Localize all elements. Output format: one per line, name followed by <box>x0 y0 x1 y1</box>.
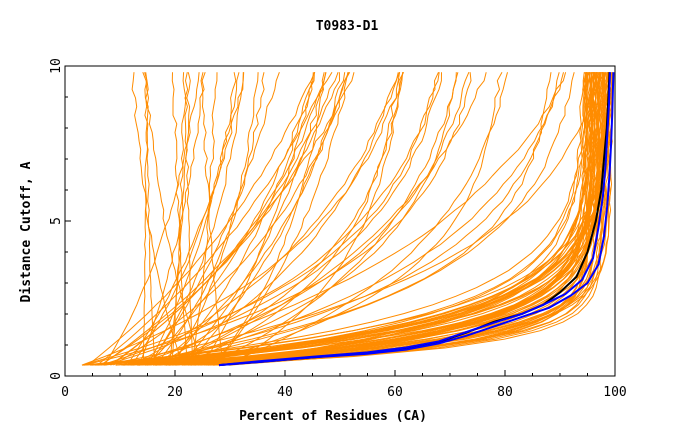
model-line <box>182 72 401 366</box>
model-line <box>142 72 203 366</box>
chart-title: T0983-D1 <box>316 19 379 34</box>
model-line <box>190 72 218 366</box>
y-tick-label: 10 <box>49 58 64 74</box>
model-line <box>158 72 457 366</box>
plot-area <box>81 71 615 367</box>
model-line <box>213 72 349 366</box>
model-line <box>89 72 585 366</box>
model-line <box>169 72 191 366</box>
model-line <box>124 72 567 366</box>
y-axis-label: Distance Cutoff, A <box>19 161 34 302</box>
model-line <box>101 72 440 366</box>
model-line <box>142 72 149 366</box>
model-line <box>144 72 575 366</box>
model-lines <box>81 71 613 366</box>
model-line <box>150 72 564 366</box>
model-line <box>104 72 200 366</box>
model-line <box>105 72 442 366</box>
y-tick-label: 0 <box>49 372 64 380</box>
model-line <box>222 72 508 366</box>
model-line <box>187 72 613 366</box>
x-tick-label: 80 <box>497 385 513 400</box>
model-line <box>113 71 351 366</box>
y-ticks: 0 5 10 <box>49 58 71 380</box>
series-line-top-model-blue-1 <box>218 72 615 367</box>
model-line <box>180 72 327 366</box>
model-line <box>132 72 470 366</box>
model-line <box>130 72 560 366</box>
model-line <box>131 72 401 366</box>
model-line <box>94 72 606 366</box>
x-axis-label: Percent of Residues (CA) <box>239 409 427 424</box>
series-line-top-model-blue-2 <box>218 72 611 367</box>
model-line <box>165 72 487 366</box>
model-line <box>131 72 184 366</box>
x-tick-label: 40 <box>277 385 293 400</box>
axes: 0 20 40 60 80 100 0 5 10 <box>49 58 627 400</box>
model-line <box>152 72 597 366</box>
model-line <box>206 72 601 366</box>
model-line <box>160 72 404 366</box>
model-line <box>155 72 265 366</box>
model-line <box>168 72 316 366</box>
model-line <box>104 72 602 366</box>
model-line <box>148 72 280 366</box>
model-line <box>81 71 405 366</box>
model-line <box>148 72 245 366</box>
model-line <box>147 72 314 366</box>
x-tick-label: 0 <box>61 385 69 400</box>
model-line <box>156 72 399 366</box>
model-line <box>202 72 315 366</box>
model-line <box>96 71 333 366</box>
model-line <box>121 72 552 366</box>
highlight-lines <box>218 72 615 367</box>
model-line <box>82 71 439 366</box>
y-tick-label: 5 <box>49 217 64 225</box>
model-line <box>126 72 244 366</box>
model-line <box>200 72 224 366</box>
x-tick-label: 100 <box>603 385 626 400</box>
model-line <box>159 72 601 366</box>
model-line <box>101 72 355 366</box>
x-ticks: 0 20 40 60 80 100 <box>61 370 627 400</box>
model-line <box>212 71 604 366</box>
model-line <box>138 72 206 366</box>
x-tick-label: 60 <box>387 385 403 400</box>
model-line <box>186 71 350 366</box>
x-tick-label: 20 <box>167 385 183 400</box>
model-line <box>109 72 327 366</box>
model-line <box>184 72 194 366</box>
